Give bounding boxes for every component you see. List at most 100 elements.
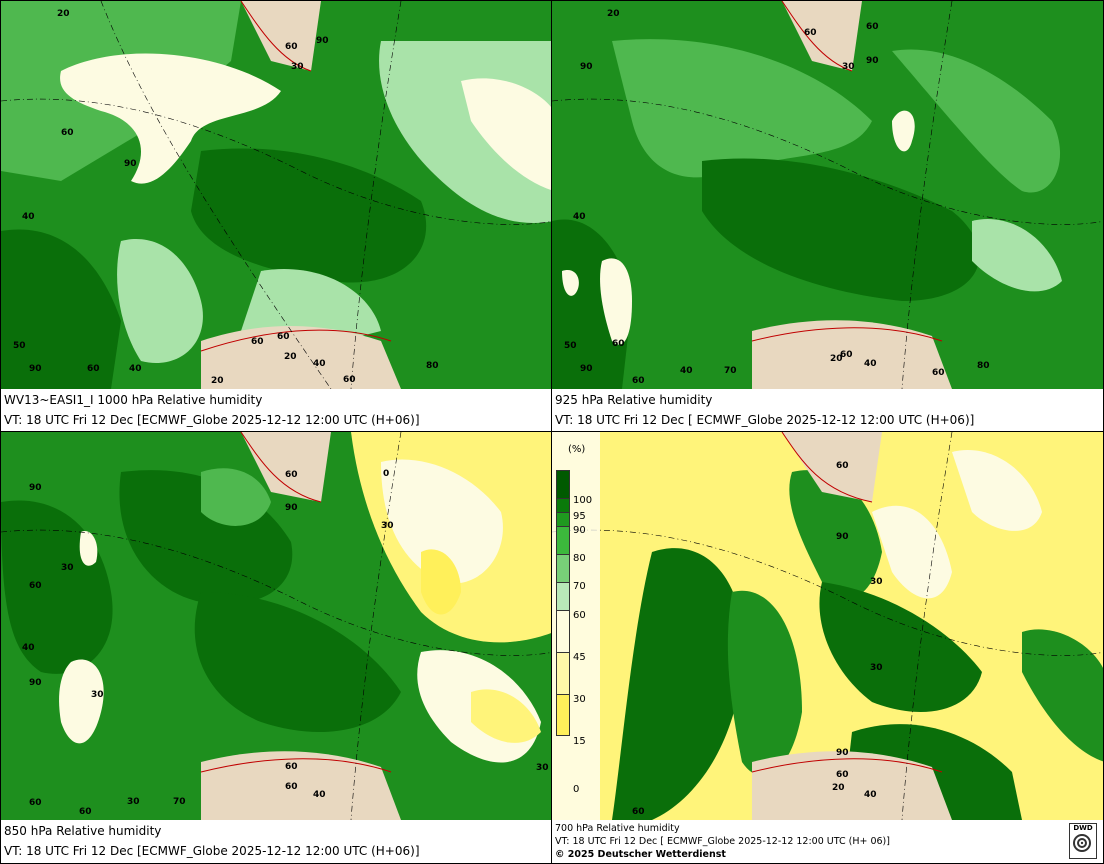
legend-label: 15 [573,736,586,747]
caption-title: 700 hPa Relative humidity [555,823,680,834]
caption-valid-time: VT: 18 UTC Fri 12 Dec [ ECMWF_Globe 2025… [555,413,975,427]
contour-label: 40 [22,643,35,653]
legend-swatch [556,652,570,694]
contour-label: 60 [804,28,817,38]
contour-labels: 90 60 90 0 30 30 60 40 90 30 60 60 30 70… [22,469,549,817]
contour-label: 20 [607,9,620,19]
legend-swatch [556,470,570,498]
contour-label: 40 [864,359,877,369]
contour-label: 90 [866,56,879,66]
legend-swatch [556,694,570,736]
rh-map-925hpa: 20 90 60 30 60 90 40 50 90 60 60 20 40 7… [552,1,1103,389]
contour-label: 90 [836,748,849,758]
caption-title: 850 hPa Relative humidity [4,824,162,838]
panel-caption: 925 hPa Relative humidity VT: 18 UTC Fri… [552,390,1103,430]
rh-map-700hpa: 60 90 30 30 60 90 20 40 60 [552,432,1103,820]
contour-label: 20 [284,352,297,362]
contour-label: 20 [830,354,843,364]
contour-label: 20 [832,783,845,793]
contour-label: 20 [211,376,224,386]
legend-swatch [556,498,570,512]
contour-label: 60 [932,368,945,378]
contour-label: 90 [580,62,593,72]
contour-label: 60 [285,782,298,792]
contour-label: 40 [313,790,326,800]
legend-swatch [556,526,570,554]
contour-label: 90 [29,483,42,493]
contour-label: 60 [836,770,849,780]
contour-label: 70 [173,797,186,807]
map-panel-700hpa: 60 90 30 30 60 90 20 40 60 (%) 100 95 90… [551,431,1104,864]
legend-label: 70 [573,581,586,592]
contour-labels: 60 90 30 30 60 90 20 40 60 [632,461,883,817]
dwd-logo-text: DWD [1073,824,1093,832]
contour-label: 90 [29,364,42,374]
contour-label: 60 [61,128,74,138]
caption-valid-time: VT: 18 UTC Fri 12 Dec [ECMWF_Globe 2025-… [4,413,420,427]
contour-label: 30 [536,763,549,773]
color-legend: (%) 100 95 90 80 70 60 45 30 15 0 [552,432,600,820]
contour-label: 60 [612,339,625,349]
panel-caption: WV13~EASI1_I 1000 hPa Relative humidity … [1,390,552,430]
contour-label: 90 [580,364,593,374]
map-panel-925hpa: 20 90 60 30 60 90 40 50 90 60 60 20 40 7… [551,0,1104,432]
contour-label: 60 [836,461,849,471]
contour-label: 40 [129,364,142,374]
caption-title: 925 hPa Relative humidity [555,393,713,407]
copyright-notice: © 2025 Deutscher Wetterdienst [555,849,726,860]
contour-label: 60 [251,337,264,347]
contour-label: 30 [91,690,104,700]
legend-label: 30 [573,694,586,705]
contour-label: 30 [870,663,883,673]
legend-label: 60 [573,610,586,621]
caption-title: WV13~EASI1_I 1000 hPa Relative humidity [4,393,263,407]
legend-label: 95 [573,511,586,522]
contour-label: 60 [285,470,298,480]
legend-swatch [556,610,570,652]
contour-label: 60 [285,762,298,772]
legend-color-bar [556,470,570,736]
contour-label: 40 [864,790,877,800]
contour-label: 90 [29,678,42,688]
contour-label: 60 [87,364,100,374]
legend-label: 100 [573,495,593,506]
contour-label: 30 [381,521,394,531]
contour-label: 50 [564,341,577,351]
contour-label: 30 [842,62,855,72]
swirl-icon [1073,834,1091,852]
map-panel-1000hpa: 20 60 90 30 60 90 40 50 90 60 60 20 40 2… [0,0,553,432]
legend-swatch [556,582,570,610]
rh-map-1000hpa: 20 60 90 30 60 90 40 50 90 60 60 20 40 2… [1,1,552,389]
contour-label: 60 [79,807,92,817]
legend-swatch [556,512,570,526]
contour-labels: 20 90 60 30 60 90 40 50 90 60 60 20 40 7… [564,9,990,386]
contour-label: 70 [724,366,737,376]
contour-label: 80 [426,361,439,371]
panel-caption: 700 hPa Relative humidity VT: 18 UTC Fri… [552,822,1103,861]
contour-label: 40 [573,212,586,222]
contour-labels: 20 60 90 30 60 90 40 50 90 60 60 20 40 2… [13,9,439,386]
map-panel-850hpa: 90 60 90 0 30 30 60 40 90 30 60 60 30 70… [0,431,553,864]
dwd-logo: DWD [1069,823,1097,859]
contour-label: 60 [343,375,356,385]
contour-label: 90 [285,503,298,513]
contour-label: 60 [840,350,853,360]
contour-label: 40 [680,366,693,376]
contour-label: 0 [383,469,389,479]
contour-label: 60 [29,581,42,591]
legend-swatch [556,554,570,582]
panel-caption: 850 hPa Relative humidity VT: 18 UTC Fri… [1,821,552,861]
contour-label: 60 [632,807,645,817]
contour-label: 40 [313,359,326,369]
legend-label: 0 [573,784,580,795]
legend-label: 80 [573,553,586,564]
contour-label: 30 [870,577,883,587]
legend-unit: (%) [568,444,586,455]
contour-label: 90 [124,159,137,169]
contour-label: 40 [22,212,35,222]
contour-label: 80 [977,361,990,371]
contour-label: 50 [13,341,26,351]
caption-valid-time: VT: 18 UTC Fri 12 Dec [ ECMWF_Globe 2025… [555,836,890,847]
contour-label: 30 [61,563,74,573]
contour-label: 20 [57,9,70,19]
